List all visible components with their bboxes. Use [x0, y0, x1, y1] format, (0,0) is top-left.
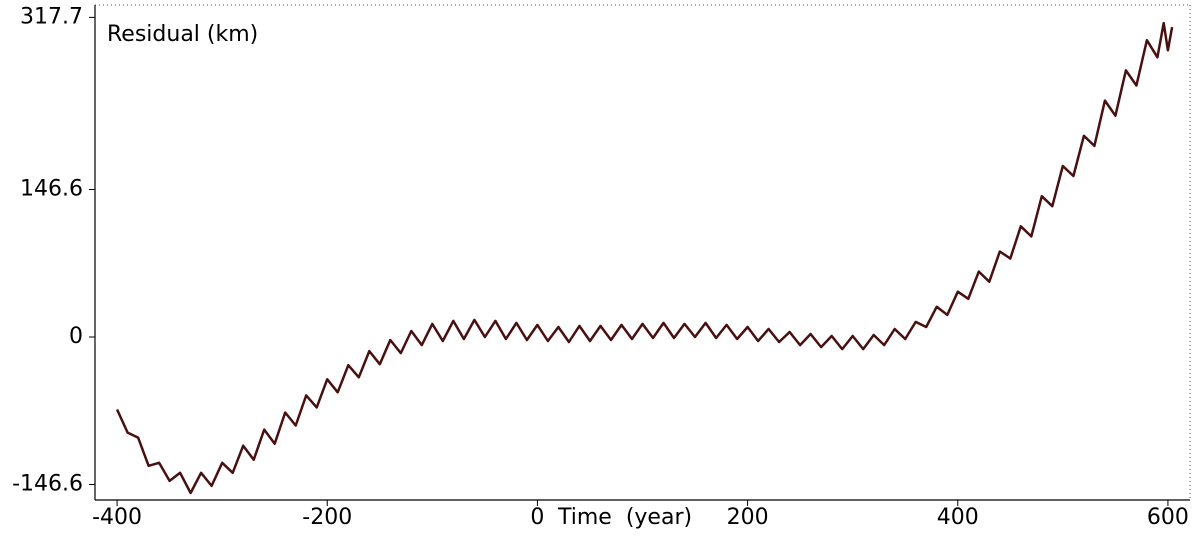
y-tick-label: 317.7	[20, 4, 83, 29]
y-axis-title: Residual (km)	[107, 22, 258, 47]
x-tick-label: -200	[302, 505, 352, 530]
y-tick-label: -146.6	[12, 472, 83, 497]
y-tick-label: 146.6	[20, 177, 83, 202]
x-tick-label: 400	[937, 505, 979, 530]
data-line	[115, 21, 1174, 495]
x-tick-label: 600	[1147, 505, 1189, 530]
x-tick-label: -400	[92, 505, 142, 530]
x-tick-label: 200	[727, 505, 769, 530]
y-tick-label: 0	[69, 324, 83, 349]
x-axis-title: Time (year)	[557, 505, 692, 530]
x-tick-label: 0	[530, 505, 544, 530]
